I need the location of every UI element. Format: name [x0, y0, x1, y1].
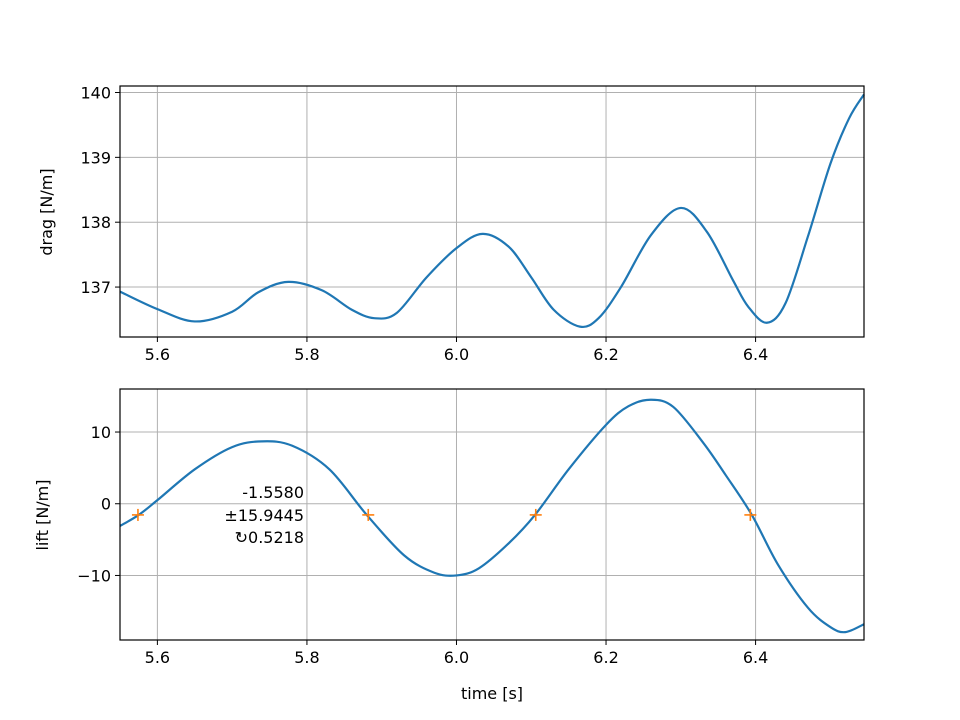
x-tick-label: 6.4 — [743, 345, 768, 364]
drag-ylabel: drag [N/m] — [37, 168, 56, 255]
x-tick-label: 5.8 — [294, 345, 319, 364]
y-tick-label: 0 — [101, 495, 111, 514]
crossing-marker — [744, 508, 757, 521]
crossing-marker — [362, 508, 375, 521]
crossing-marker — [131, 508, 144, 521]
y-tick-label: 10 — [91, 423, 111, 442]
lift-markers — [131, 508, 757, 521]
annotation-mean: -1.5580 — [242, 483, 304, 502]
drag-grid — [120, 86, 864, 337]
drag-ticks: 5.6 5.8 6.0 6.2 6.4 137 138 139 140 — [80, 83, 768, 364]
y-tick-label: −10 — [77, 566, 111, 585]
lift-subplot: 5.6 5.8 6.0 6.2 6.4 −10 0 10 lift [N/m] time [s… — [33, 388, 865, 703]
x-tick-label: 5.8 — [294, 648, 319, 667]
x-tick-label: 6.2 — [593, 345, 618, 364]
lift-grid — [120, 389, 864, 640]
x-tick-label: 5.6 — [145, 648, 170, 667]
x-tick-label: 6.0 — [444, 648, 469, 667]
annotation-amplitude: ±15.9445 — [224, 506, 304, 525]
lift-ylabel: lift [N/m] — [33, 479, 52, 550]
lift-xlabel: time [s] — [461, 684, 523, 703]
x-tick-label: 6.0 — [444, 345, 469, 364]
drag-axes-frame — [119, 85, 865, 338]
lift-series-line — [119, 398, 865, 634]
crossing-marker — [529, 508, 542, 521]
lift-ticks: 5.6 5.8 6.0 6.2 6.4 −10 0 10 — [77, 423, 768, 667]
lift-axes-frame — [119, 388, 865, 641]
x-tick-label: 6.2 — [593, 648, 618, 667]
x-tick-label: 5.6 — [145, 345, 170, 364]
y-tick-label: 137 — [80, 278, 111, 297]
y-tick-label: 139 — [80, 148, 111, 167]
drag-series-line — [119, 93, 865, 329]
annotation-period: ↻0.5218 — [235, 528, 304, 547]
drag-subplot: 5.6 5.8 6.0 6.2 6.4 137 138 139 140 drag [N/m] — [37, 83, 865, 364]
y-tick-label: 138 — [80, 213, 111, 232]
y-tick-label: 140 — [80, 83, 111, 102]
x-tick-label: 6.4 — [743, 648, 768, 667]
